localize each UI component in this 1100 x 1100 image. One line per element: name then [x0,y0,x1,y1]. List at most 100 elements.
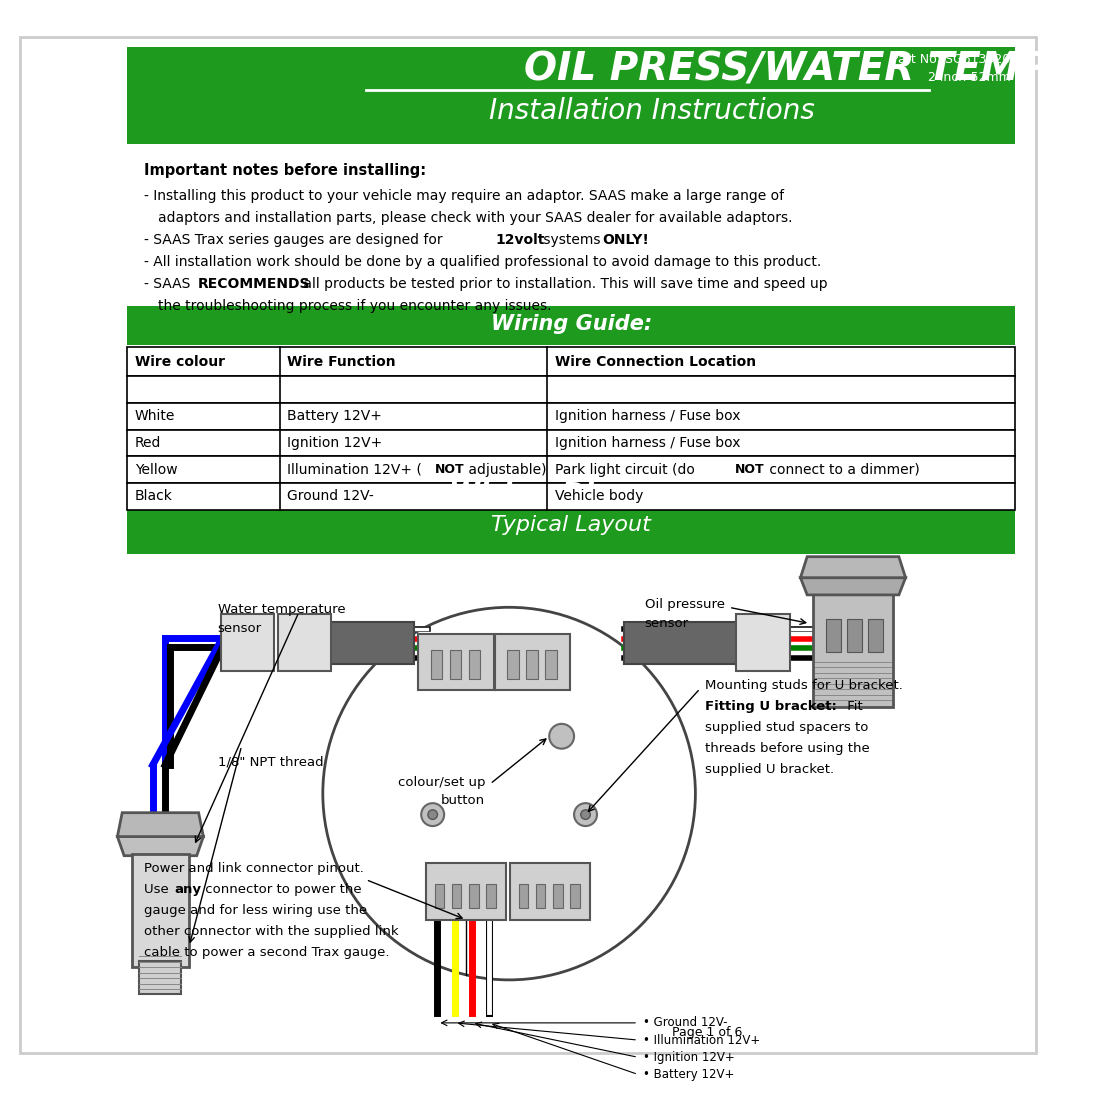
FancyBboxPatch shape [737,614,790,671]
Text: Ignition harness / Fuse box: Ignition harness / Fuse box [556,409,740,424]
Text: cable to power a second Trax gauge.: cable to power a second Trax gauge. [144,946,389,959]
Text: OIL PRESS/WATER TEMP: OIL PRESS/WATER TEMP [525,51,1048,88]
FancyBboxPatch shape [126,376,1015,403]
Text: Mounting studs for U bracket.: Mounting studs for U bracket. [705,679,903,692]
FancyBboxPatch shape [507,650,519,679]
Text: any: any [175,883,201,896]
Text: Park light circuit (do: Park light circuit (do [556,463,700,476]
Circle shape [549,724,574,749]
FancyBboxPatch shape [526,650,538,679]
FancyBboxPatch shape [546,650,557,679]
FancyBboxPatch shape [126,403,1015,430]
Text: Wire Function: Wire Function [287,355,396,368]
Text: NOT: NOT [434,463,464,476]
Polygon shape [801,578,905,595]
Text: Wire Connection Location: Wire Connection Location [556,355,756,368]
Text: Ground 12V-: Ground 12V- [287,490,374,504]
Text: threads before using the: threads before using the [705,742,870,755]
Text: • Ground 12V-: • Ground 12V- [642,1016,727,1030]
Text: • Ignition 12V+: • Ignition 12V+ [642,1050,735,1064]
Text: White: White [134,409,175,424]
Text: • Battery 12V+: • Battery 12V+ [642,1068,734,1081]
Text: Fitting U bracket:: Fitting U bracket: [705,700,837,713]
Text: Illumination 12V+ (: Illumination 12V+ ( [287,463,422,476]
Circle shape [581,810,591,820]
Circle shape [428,810,438,820]
Text: all products be tested prior to installation. This will save time and speed up: all products be tested prior to installa… [299,277,827,290]
Text: Black: Black [134,490,173,504]
Text: Yellow: Yellow [134,463,177,476]
Text: Battery 12V+: Battery 12V+ [287,409,383,424]
FancyBboxPatch shape [486,884,496,909]
FancyBboxPatch shape [221,614,274,671]
Text: NOT: NOT [735,463,764,476]
Text: adaptors and installation parts, please check with your SAAS dealer for availabl: adaptors and installation parts, please … [157,211,792,224]
Text: sensor: sensor [645,617,689,630]
Text: Ignition harness / Fuse box: Ignition harness / Fuse box [556,436,740,450]
Text: supplied stud spacers to: supplied stud spacers to [705,720,868,734]
Text: Typical Layout: Typical Layout [492,515,651,535]
Text: Wire colour: Wire colour [134,355,224,368]
FancyBboxPatch shape [624,621,738,663]
Text: Part No: SG613020: Part No: SG613020 [891,54,1011,66]
Polygon shape [118,813,204,837]
FancyBboxPatch shape [570,884,580,909]
FancyBboxPatch shape [469,884,478,909]
Text: - SAAS Trax series gauges are designed for: - SAAS Trax series gauges are designed f… [144,233,448,246]
FancyBboxPatch shape [126,470,1015,553]
Text: - Installing this product to your vehicle may require an adaptor. SAAS make a la: - Installing this product to your vehicl… [144,189,784,202]
Circle shape [421,803,444,826]
Text: Power and link connector pinout.: Power and link connector pinout. [144,862,364,876]
FancyBboxPatch shape [450,650,461,679]
FancyBboxPatch shape [519,884,528,909]
Text: Water temperature: Water temperature [218,603,345,616]
FancyBboxPatch shape [868,619,882,652]
Polygon shape [118,837,204,856]
FancyBboxPatch shape [126,456,1015,483]
Text: Oil pressure: Oil pressure [645,597,725,611]
FancyBboxPatch shape [132,854,189,968]
Text: - All installation work should be done by a qualified professional to avoid dama: - All installation work should be done b… [144,255,822,268]
Text: Wiring Diagram: Wiring Diagram [449,481,694,508]
FancyBboxPatch shape [126,483,1015,510]
Text: systems: systems [539,233,605,246]
Text: Red: Red [134,436,161,450]
FancyBboxPatch shape [418,634,494,691]
FancyBboxPatch shape [426,864,506,920]
Text: Fit: Fit [844,700,864,713]
FancyBboxPatch shape [553,884,562,909]
FancyBboxPatch shape [126,46,1015,144]
FancyBboxPatch shape [495,634,570,691]
FancyBboxPatch shape [469,650,481,679]
Text: Page 1 of 6: Page 1 of 6 [671,1026,741,1038]
Text: the troubleshooting process if you encounter any issues.: the troubleshooting process if you encou… [157,299,551,312]
FancyBboxPatch shape [847,619,861,652]
Text: other connector with the supplied link: other connector with the supplied link [144,925,399,938]
Text: 2 inch-52mm: 2 inch-52mm [928,70,1011,84]
FancyBboxPatch shape [278,614,331,671]
Polygon shape [801,557,905,578]
FancyBboxPatch shape [299,621,414,663]
FancyBboxPatch shape [126,307,1015,344]
Text: - SAAS: - SAAS [144,277,195,290]
Text: adjustable): adjustable) [464,463,547,476]
FancyBboxPatch shape [510,864,591,920]
Text: RECOMMENDS: RECOMMENDS [198,277,310,290]
FancyBboxPatch shape [431,650,442,679]
Text: button: button [441,793,485,806]
FancyBboxPatch shape [826,619,840,652]
Text: ONLY!: ONLY! [603,233,650,246]
Circle shape [322,607,695,980]
Text: Wiring Guide:: Wiring Guide: [491,314,652,333]
FancyBboxPatch shape [126,430,1015,456]
FancyBboxPatch shape [452,884,461,909]
FancyBboxPatch shape [126,348,1015,376]
Text: 12volt: 12volt [496,233,546,246]
FancyBboxPatch shape [20,37,1036,1054]
Text: Ignition 12V+: Ignition 12V+ [287,436,383,450]
FancyBboxPatch shape [140,960,182,994]
Text: Installation Instructions: Installation Instructions [490,97,815,124]
Text: connector to power the: connector to power the [201,883,362,896]
Text: Vehicle body: Vehicle body [556,490,644,504]
Text: gauge and for less wiring use the: gauge and for less wiring use the [144,904,367,917]
